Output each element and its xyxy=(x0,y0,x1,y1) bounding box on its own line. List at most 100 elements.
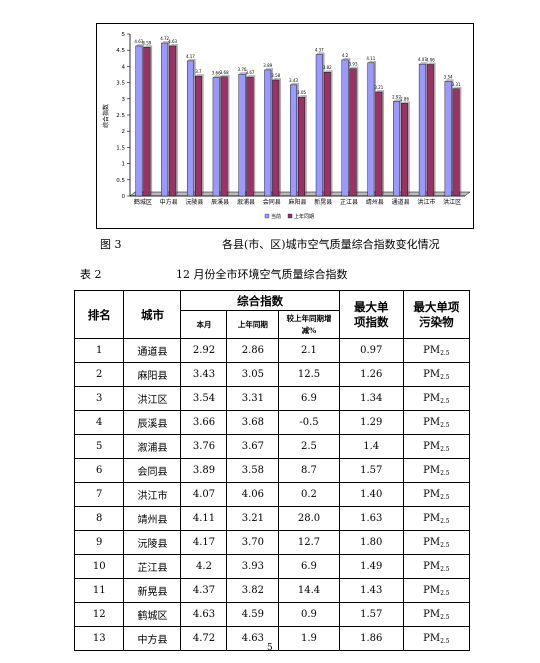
cell-max-single: 1.86 xyxy=(338,626,404,651)
bar-top xyxy=(427,62,436,65)
page-number: 5 xyxy=(267,643,273,653)
header-index-group: 综合指数 xyxy=(180,290,340,311)
bar xyxy=(194,75,202,197)
x-tick-label: 沅陵县 xyxy=(185,198,203,206)
table-label: 表 2 xyxy=(80,268,102,281)
data-label: 3.93 xyxy=(349,62,358,67)
cell-pollutant: PM2.5 xyxy=(402,506,471,531)
table-row: 7 洪江市 4.07 4.06 0.2 1.40 PM2.5 xyxy=(73,482,471,507)
y-tick-label: 1 xyxy=(122,162,126,168)
bar-side xyxy=(304,95,307,196)
cell-pollutant: PM2.5 xyxy=(402,338,471,363)
cell-rank: 1 xyxy=(73,338,125,363)
cell-city: 新晃县 xyxy=(123,578,182,603)
bar-top xyxy=(316,52,325,55)
cell-rank: 8 xyxy=(73,506,125,531)
x-tick-label: 麻阳县 xyxy=(288,198,306,206)
bar-side xyxy=(175,43,178,196)
y-tick-label: 3.5 xyxy=(116,81,125,87)
bar-top xyxy=(135,43,145,46)
pollutant-name: PM xyxy=(423,560,441,572)
data-label: 4.2 xyxy=(342,53,349,58)
data-label: 3.67 xyxy=(246,70,255,75)
bar xyxy=(264,69,272,197)
header-city: 城市 xyxy=(123,290,182,339)
legend-label: 当前 xyxy=(271,213,281,220)
cell-rank: 2 xyxy=(73,362,125,387)
cell-change: 28.0 xyxy=(278,506,340,531)
cell-max-single: 1.4 xyxy=(338,434,404,459)
cell-city: 辰溪县 xyxy=(123,410,182,435)
bar xyxy=(298,96,305,197)
bar-top xyxy=(169,43,178,46)
pollutant-name: PM xyxy=(423,344,441,356)
pollutant-name: PM xyxy=(423,416,441,428)
cell-rank: 3 xyxy=(73,386,125,411)
table-row: 2 麻阳县 3.43 3.05 12.5 1.26 PM2.5 xyxy=(73,362,471,387)
legend-swatch xyxy=(264,213,270,219)
pollutant-subscript: 2.5 xyxy=(440,397,450,405)
data-label: 4.17 xyxy=(186,54,195,59)
table-row: 11 新晃县 4.37 3.82 14.4 1.43 PM2.5 xyxy=(73,578,471,603)
cell-last-year: 3.70 xyxy=(226,530,280,555)
x-tick-label: 辰溪县 xyxy=(211,198,229,206)
bar xyxy=(135,45,143,197)
cell-this-month: 4.2 xyxy=(180,554,228,579)
y-tick-label: 1.5 xyxy=(116,145,125,151)
cell-pollutant: PM2.5 xyxy=(402,530,471,555)
cell-city: 芷江县 xyxy=(123,554,182,579)
y-tick-label: 4.5 xyxy=(116,48,125,54)
cell-max-single: 1.49 xyxy=(338,554,404,579)
cell-city: 洪江市 xyxy=(123,482,182,507)
data-label: 3.7 xyxy=(195,69,202,74)
bar-top xyxy=(298,95,307,98)
bar xyxy=(238,73,246,197)
table-row: 13 中方县 4.72 4.63 1.9 1.86 PM2.5 xyxy=(73,626,471,651)
pollutant-subscript: 2.5 xyxy=(440,541,450,549)
bar-top xyxy=(401,101,410,104)
cell-change: 2.1 xyxy=(278,338,340,363)
bar xyxy=(186,60,194,197)
data-label: 3.54 xyxy=(444,74,453,79)
pollutant-name: PM xyxy=(423,440,441,452)
cell-pollutant: PM2.5 xyxy=(402,410,471,435)
cell-rank: 4 xyxy=(73,410,125,435)
cell-last-year: 3.93 xyxy=(226,554,280,579)
cell-this-month: 3.66 xyxy=(180,410,228,435)
cell-this-month: 4.11 xyxy=(180,506,228,531)
bar xyxy=(452,88,460,197)
y-tick-label: 2 xyxy=(122,129,126,135)
cell-pollutant: PM2.5 xyxy=(402,602,471,627)
bar-side xyxy=(278,78,281,196)
table-row: 9 沅陵县 4.17 3.70 12.7 1.80 PM2.5 xyxy=(73,530,471,555)
bar-top xyxy=(246,75,256,78)
cell-max-single: 1.57 xyxy=(338,602,404,627)
cell-pollutant: PM2.5 xyxy=(402,482,471,507)
cell-city: 溆浦县 xyxy=(123,434,182,459)
x-tick-label: 溆浦县 xyxy=(237,198,255,206)
bar xyxy=(426,64,434,197)
bar xyxy=(272,79,280,197)
bar-top xyxy=(195,74,204,77)
bar xyxy=(341,59,349,197)
bar xyxy=(143,47,151,197)
x-tick-label: 靖州县 xyxy=(366,198,384,206)
cell-this-month: 4.17 xyxy=(180,530,228,555)
cell-this-month: 4.72 xyxy=(180,626,228,651)
cell-city: 会同县 xyxy=(123,458,182,483)
x-tick-label: 洪江市 xyxy=(417,198,435,206)
bar xyxy=(367,62,375,197)
cell-city: 靖州县 xyxy=(123,506,182,531)
bar-side xyxy=(382,89,385,196)
cell-last-year: 3.82 xyxy=(226,578,280,603)
cell-rank: 10 xyxy=(73,554,125,579)
header-last-year: 上年同期 xyxy=(226,310,280,339)
cell-this-month: 4.63 xyxy=(180,602,228,627)
figure-caption: 各县(市、区)城市空气质量综合指数变化情况 xyxy=(222,238,440,251)
cell-change: 0.2 xyxy=(278,482,340,507)
bar xyxy=(290,84,297,197)
cell-this-month: 4.07 xyxy=(180,482,228,507)
data-label: 3.21 xyxy=(374,85,383,90)
pollutant-name: PM xyxy=(423,392,441,404)
